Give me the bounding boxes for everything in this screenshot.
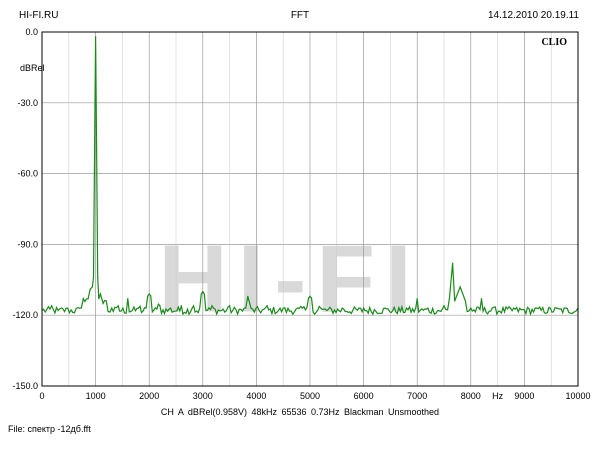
x-tick-label: 3000	[193, 391, 213, 401]
data-point	[51, 305, 53, 307]
data-point	[464, 300, 467, 302]
data-point	[87, 298, 89, 300]
axis-tick-labels: 0.0 -30.0 -60.0 -90.0 -120.0 -150.00 1000 2000 3…	[12, 27, 590, 401]
data-point	[282, 307, 284, 309]
data-point	[117, 305, 119, 307]
data-point	[148, 293, 150, 295]
data-point	[341, 307, 343, 309]
site-label: HI-FI.RU	[19, 10, 59, 21]
data-point	[320, 307, 322, 309]
data-point	[180, 305, 182, 307]
data-point	[427, 307, 429, 309]
data-point	[94, 125, 96, 127]
data-point	[102, 302, 104, 304]
data-point	[82, 298, 84, 300]
data-point	[416, 298, 418, 300]
data-point	[191, 307, 193, 309]
x-tick-label: 2000	[139, 391, 159, 401]
x-tick-label: 9000	[514, 391, 534, 401]
brand-logo: CLIO	[541, 37, 567, 48]
data-point	[480, 298, 483, 300]
data-point	[92, 276, 95, 279]
file-name: File: спектр -12дб.fft	[8, 424, 91, 434]
data-point	[98, 298, 100, 300]
x-tick-label: 4000	[246, 391, 266, 401]
data-point	[95, 125, 98, 127]
data-point	[202, 291, 204, 293]
data-point	[212, 307, 215, 309]
y-tick-label: -90.0	[17, 239, 38, 249]
x-tick-label: 1000	[86, 391, 106, 401]
data-point	[67, 307, 69, 309]
data-point	[159, 305, 161, 307]
data-point	[443, 305, 445, 307]
data-point	[95, 36, 97, 38]
x-tick-label: 0	[39, 391, 44, 401]
x-tick-label: 8000	[461, 391, 481, 401]
y-axis-label: dBRel	[20, 63, 45, 73]
data-point	[111, 307, 113, 309]
chart-title: FFT	[290, 10, 310, 21]
chart-grid	[42, 32, 578, 386]
data-point	[266, 305, 268, 307]
data-point	[91, 286, 93, 288]
data-point	[451, 262, 454, 264]
data-point	[229, 305, 231, 307]
x-tick-label: 10000	[565, 391, 590, 401]
y-tick-label: -60.0	[17, 169, 38, 179]
watermark-text: HI-FI	[158, 226, 421, 333]
data-point	[448, 298, 450, 300]
data-point	[491, 307, 493, 309]
data-point	[57, 309, 59, 312]
spectrum-line	[41, 36, 579, 317]
data-point	[363, 307, 365, 309]
data-point	[99, 293, 102, 295]
x-tick-label: 5000	[300, 391, 320, 401]
data-point	[534, 307, 536, 309]
data-point	[459, 286, 461, 288]
watermark: HI-FI	[158, 226, 421, 333]
y-tick-label: -30.0	[17, 98, 38, 108]
x-tick-label: 6000	[354, 391, 374, 401]
x-tick-label: 7000	[407, 391, 427, 401]
data-point	[250, 307, 252, 309]
x-axis-unit-label: Hz	[492, 391, 503, 401]
data-point	[170, 307, 172, 309]
data-point	[384, 307, 386, 309]
data-point	[454, 300, 456, 302]
data-point	[89, 288, 91, 290]
data-point	[105, 300, 107, 302]
data-point	[97, 276, 99, 279]
data-point	[405, 307, 408, 309]
data-point	[78, 307, 81, 309]
y-tick-label: -150.0	[12, 381, 38, 391]
data-point	[127, 298, 129, 300]
y-tick-label: -120.0	[12, 310, 38, 320]
plot-frame	[41, 31, 579, 387]
data-point	[247, 295, 249, 297]
y-tick-label: 0.0	[25, 27, 38, 37]
measurement-parameters: CH A dBRel(0.958V) 48kHz 65536 0.73Hz Bl…	[160, 407, 440, 417]
datetime-label: 14.12.2010 20.19.11	[487, 10, 579, 21]
data-point	[245, 307, 247, 309]
data-point	[470, 307, 472, 309]
data-point	[309, 295, 311, 297]
data-point	[137, 307, 140, 309]
data-point	[555, 307, 558, 309]
data-point	[513, 307, 515, 309]
data-point	[298, 307, 300, 309]
